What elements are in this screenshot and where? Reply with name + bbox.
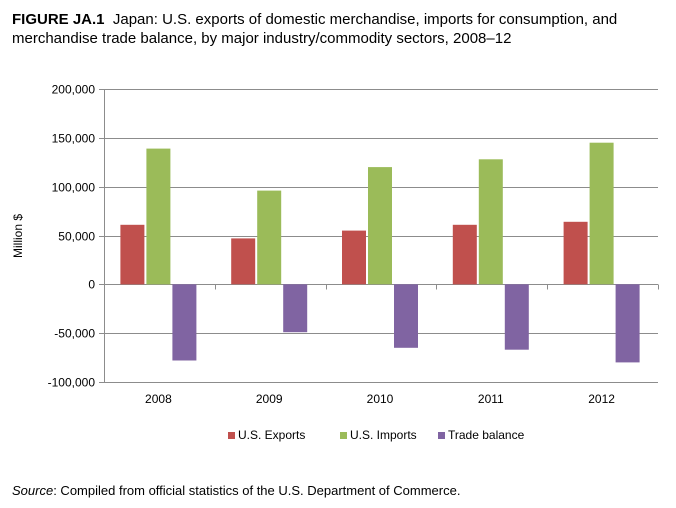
bar-trade-balance-2011 [504, 284, 529, 350]
bar-trade-balance-2010 [394, 284, 418, 348]
y-tick-label: 0 [88, 278, 95, 292]
bar-u-s-exports-2011 [452, 224, 477, 285]
legend-label: Trade balance [448, 428, 525, 442]
x-tick-label: 2011 [478, 392, 504, 406]
legend-swatch [228, 432, 235, 439]
legend-swatch [438, 432, 445, 439]
x-tick-label: 2010 [367, 392, 394, 406]
y-tick-label: 150,000 [52, 132, 96, 146]
y-tick-label: 100,000 [52, 181, 96, 195]
bar-trade-balance-2012 [615, 284, 640, 363]
bar-u-s-exports-2010 [342, 230, 366, 285]
bar-trade-balance-2009 [283, 284, 308, 333]
bar-u-s-imports-2009 [257, 190, 282, 285]
bar-u-s-imports-2008 [146, 148, 171, 285]
bar-chart: 200,000 150,000 100,000 50,000 0 -50,000 -100,… [11, 83, 659, 442]
bar-u-s-exports-2008 [120, 224, 145, 285]
bar-u-s-imports-2011 [478, 159, 503, 285]
source-label: Source [12, 483, 54, 498]
legend-label: U.S. Imports [350, 428, 417, 442]
bar-u-s-exports-2009 [231, 238, 256, 285]
y-tick-labels: 200,000 150,000 100,000 50,000 0 -50,000 -100,… [48, 83, 96, 390]
y-axis-label: Million $ [11, 214, 25, 258]
bar-trade-balance-2008 [172, 284, 197, 361]
figure-caption: Japan: U.S. exports of domestic merchand… [12, 11, 618, 47]
legend-item: U.S. Imports [340, 428, 417, 442]
bars [120, 142, 640, 363]
bar-u-s-exports-2012 [563, 221, 588, 285]
y-tick-label: -100,000 [48, 376, 96, 390]
figure-label: FIGURE JA.1 [12, 11, 105, 28]
source-text: : Compiled from official statistics of t… [53, 483, 461, 498]
y-tick-label: -50,000 [54, 327, 95, 341]
legend-item: U.S. Exports [228, 428, 305, 442]
legend-swatch [340, 432, 347, 439]
x-tick-label: 2012 [588, 392, 615, 406]
x-tick-label: 2008 [145, 392, 172, 406]
legend: U.S. Exports U.S. Imports Trade balance [228, 428, 525, 442]
bar-u-s-imports-2010 [368, 167, 392, 285]
bar-u-s-imports-2012 [589, 142, 614, 285]
y-tick-label: 200,000 [52, 83, 96, 97]
x-tick-labels: 2008 2009 2010 2011 2012 [145, 392, 615, 406]
figure-title: FIGURE JA.1 Japan: U.S. exports of domes… [12, 10, 664, 48]
x-tick-label: 2009 [256, 392, 283, 406]
legend-item: Trade balance [438, 428, 525, 442]
source-note: Source: Compiled from official statistic… [12, 483, 460, 498]
y-tick-label: 50,000 [58, 230, 95, 244]
legend-label: U.S. Exports [238, 428, 305, 442]
